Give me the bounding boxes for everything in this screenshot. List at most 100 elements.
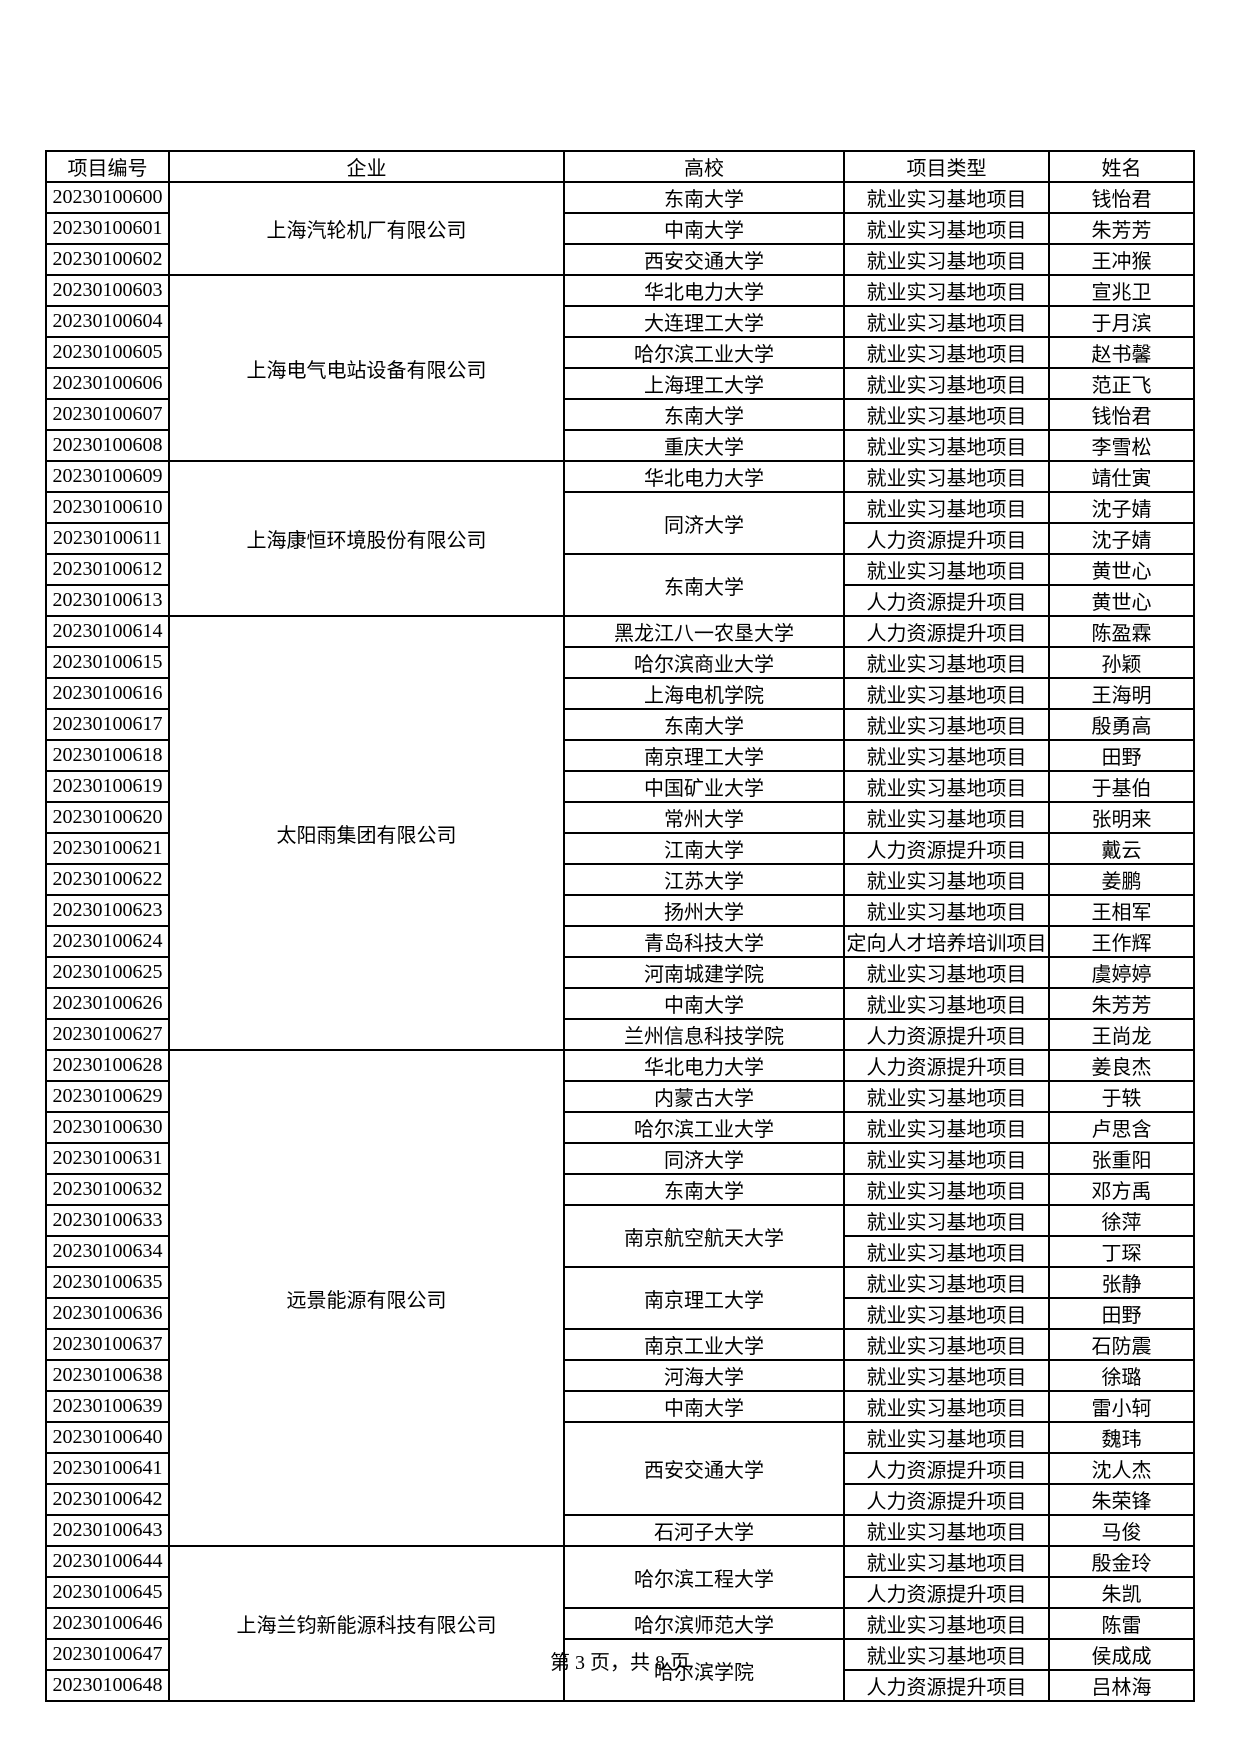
cell-person-name: 于月滨 <box>1048 305 1195 338</box>
cell-university: 中南大学 <box>563 212 845 245</box>
cell-project-id: 20230100634 <box>45 1235 170 1268</box>
cell-project-id: 20230100621 <box>45 832 170 865</box>
cell-person-name: 范正飞 <box>1048 367 1195 400</box>
table-row: 20230100602 西安交通大学 就业实习基地项目 王冲猴 <box>45 243 1195 276</box>
table-row: 20230100613 人力资源提升项目 黄世心 <box>45 584 1195 617</box>
table-row: 20230100635 南京理工大学 就业实习基地项目 张静 <box>45 1266 1195 1330</box>
cell-project-type: 就业实习基地项目 <box>843 1545 1050 1578</box>
table-row: 20230100627 兰州信息科技学院 人力资源提升项目 王尚龙 <box>45 1018 1195 1051</box>
table-body: 20230100600 上海汽轮机厂有限公司 东南大学 就业实习基地项目 钱怡君 2023… <box>45 181 1195 1702</box>
cell-university: 重庆大学 <box>563 429 845 462</box>
cell-person-name: 朱芳芳 <box>1048 987 1195 1020</box>
cell-project-id: 20230100637 <box>45 1328 170 1361</box>
cell-project-id: 20230100603 <box>45 274 170 307</box>
table-row: 20230100607 东南大学 就业实习基地项目 钱怡君 <box>45 398 1195 431</box>
table-row: 20230100618 南京理工大学 就业实习基地项目 田野 <box>45 739 1195 772</box>
cell-project-type: 就业实习基地项目 <box>843 863 1050 896</box>
cell-person-name: 徐萍 <box>1048 1204 1195 1237</box>
cell-person-name: 张明来 <box>1048 801 1195 834</box>
page-number-footer: 第 3 页，共 8 页 <box>550 1652 690 1674</box>
cell-project-type: 就业实习基地项目 <box>843 305 1050 338</box>
cell-project-id: 20230100640 <box>45 1421 170 1454</box>
cell-project-id: 20230100648 <box>45 1669 170 1702</box>
cell-project-id: 20230100629 <box>45 1080 170 1113</box>
cell-university: 内蒙古大学 <box>563 1080 845 1113</box>
cell-project-type: 就业实习基地项目 <box>843 398 1050 431</box>
table-row: 20230100606 上海理工大学 就业实习基地项目 范正飞 <box>45 367 1195 400</box>
table-row: 20230100626 中南大学 就业实习基地项目 朱芳芳 <box>45 987 1195 1020</box>
cell-project-type: 就业实习基地项目 <box>843 1328 1050 1361</box>
table-row: 20230100611 人力资源提升项目 沈子婧 <box>45 522 1195 555</box>
cell-project-id: 20230100618 <box>45 739 170 772</box>
cell-person-name: 沈子婧 <box>1048 522 1195 555</box>
cell-person-name: 张静 <box>1048 1266 1195 1299</box>
cell-project-id: 20230100609 <box>45 460 170 493</box>
cell-person-name: 王海明 <box>1048 677 1195 710</box>
cell-project-id: 20230100602 <box>45 243 170 276</box>
cell-project-type: 就业实习基地项目 <box>843 1607 1050 1640</box>
cell-person-name: 钱怡君 <box>1048 398 1195 431</box>
table-row: 20230100645 人力资源提升项目 朱凯 <box>45 1576 1195 1609</box>
cell-project-type: 就业实习基地项目 <box>843 1297 1050 1330</box>
cell-company: 远景能源有限公司 <box>168 1049 565 1547</box>
cell-project-id: 20230100616 <box>45 677 170 710</box>
cell-project-id: 20230100613 <box>45 584 170 617</box>
table-row: 20230100636 就业实习基地项目 田野 <box>45 1297 1195 1330</box>
cell-person-name: 王作辉 <box>1048 925 1195 958</box>
cell-university: 黑龙江八一农垦大学 <box>563 615 845 648</box>
cell-project-id: 20230100630 <box>45 1111 170 1144</box>
cell-person-name: 王相军 <box>1048 894 1195 927</box>
cell-project-type: 人力资源提升项目 <box>843 522 1050 555</box>
cell-university: 哈尔滨工业大学 <box>563 336 845 369</box>
header-person-name: 姓名 <box>1048 150 1195 183</box>
cell-project-id: 20230100611 <box>45 522 170 555</box>
table-row: 20230100646 哈尔滨师范大学 就业实习基地项目 陈雷 <box>45 1607 1195 1640</box>
cell-university: 同济大学 <box>563 491 845 555</box>
cell-person-name: 李雪松 <box>1048 429 1195 462</box>
cell-university: 哈尔滨工业大学 <box>563 1111 845 1144</box>
table-row: 20230100624 青岛科技大学 定向人才培养培训项目 王作辉 <box>45 925 1195 958</box>
cell-project-id: 20230100622 <box>45 863 170 896</box>
cell-person-name: 王尚龙 <box>1048 1018 1195 1051</box>
cell-project-type: 人力资源提升项目 <box>843 1452 1050 1485</box>
table-row: 20230100637 南京工业大学 就业实习基地项目 石防震 <box>45 1328 1195 1361</box>
cell-university: 河海大学 <box>563 1359 845 1392</box>
cell-university: 常州大学 <box>563 801 845 834</box>
cell-person-name: 虞婷婷 <box>1048 956 1195 989</box>
cell-project-type: 就业实习基地项目 <box>843 367 1050 400</box>
cell-project-id: 20230100627 <box>45 1018 170 1051</box>
cell-university: 南京理工大学 <box>563 739 845 772</box>
cell-person-name: 姜鹏 <box>1048 863 1195 896</box>
cell-project-type: 就业实习基地项目 <box>843 1173 1050 1206</box>
cell-project-id: 20230100620 <box>45 801 170 834</box>
cell-project-type: 就业实习基地项目 <box>843 894 1050 927</box>
cell-university: 西安交通大学 <box>563 243 845 276</box>
cell-person-name: 王冲猴 <box>1048 243 1195 276</box>
cell-university: 同济大学 <box>563 1142 845 1175</box>
table-row: 20230100621 江南大学 人力资源提升项目 戴云 <box>45 832 1195 865</box>
cell-person-name: 卢思含 <box>1048 1111 1195 1144</box>
cell-person-name: 雷小轲 <box>1048 1390 1195 1423</box>
cell-project-type: 就业实习基地项目 <box>843 1266 1050 1299</box>
table-row: 20230100608 重庆大学 就业实习基地项目 李雪松 <box>45 429 1195 462</box>
cell-project-type: 人力资源提升项目 <box>843 1049 1050 1082</box>
cell-project-id: 20230100617 <box>45 708 170 741</box>
table-row: 20230100634 就业实习基地项目 丁琛 <box>45 1235 1195 1268</box>
cell-project-type: 就业实习基地项目 <box>843 212 1050 245</box>
cell-project-id: 20230100608 <box>45 429 170 462</box>
cell-project-id: 20230100643 <box>45 1514 170 1547</box>
cell-person-name: 邓方禹 <box>1048 1173 1195 1206</box>
cell-person-name: 朱芳芳 <box>1048 212 1195 245</box>
cell-project-type: 就业实习基地项目 <box>843 274 1050 307</box>
table-row: 20230100638 河海大学 就业实习基地项目 徐璐 <box>45 1359 1195 1392</box>
table-row: 20230100643 石河子大学 就业实习基地项目 马俊 <box>45 1514 1195 1547</box>
cell-project-type: 就业实习基地项目 <box>843 677 1050 710</box>
cell-university: 中南大学 <box>563 1390 845 1423</box>
cell-project-id: 20230100647 <box>45 1638 170 1671</box>
cell-company: 上海电气电站设备有限公司 <box>168 274 565 462</box>
cell-project-type: 人力资源提升项目 <box>843 1018 1050 1051</box>
cell-project-type: 就业实习基地项目 <box>843 708 1050 741</box>
cell-project-id: 20230100614 <box>45 615 170 648</box>
cell-project-id: 20230100632 <box>45 1173 170 1206</box>
